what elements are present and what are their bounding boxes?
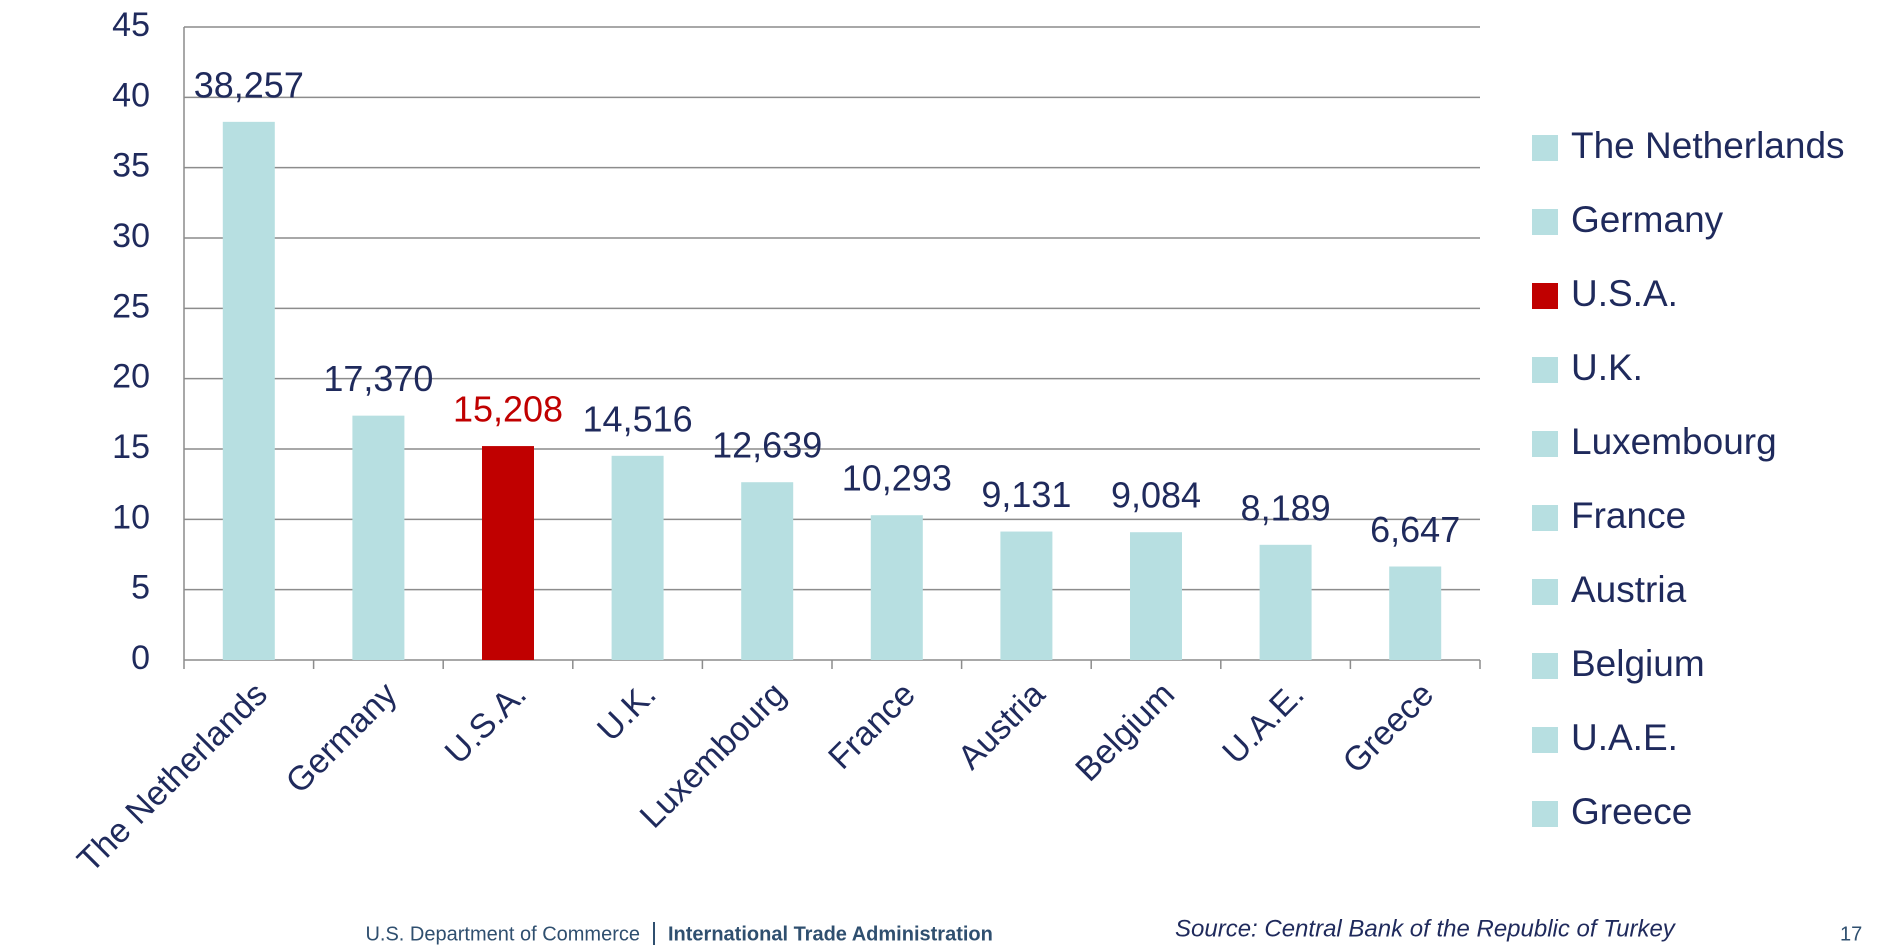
source-note: Source: Central Bank of the Republic of … [1175, 915, 1677, 942]
legend-swatch [1532, 283, 1558, 309]
y-tick-label: 35 [112, 147, 150, 185]
y-tick-label: 10 [112, 498, 150, 536]
value-label: 9,084 [1111, 475, 1201, 516]
x-tick-label: U.K. [590, 675, 664, 749]
bar [1000, 531, 1053, 660]
legend-label: France [1571, 495, 1686, 536]
legend-swatch [1532, 727, 1558, 753]
value-label: 17,370 [323, 358, 433, 399]
bar [741, 482, 794, 660]
legend-label: Greece [1571, 791, 1692, 832]
x-tick-label: Greece [1335, 675, 1441, 781]
legend-label: Belgium [1571, 643, 1705, 684]
y-tick-label: 45 [112, 6, 150, 44]
x-tick-label: Germany [279, 675, 405, 801]
legend-swatch [1532, 505, 1558, 531]
x-tick-label: Belgium [1068, 675, 1182, 789]
legend-label: U.K. [1571, 347, 1643, 388]
legend-label: U.S.A. [1571, 273, 1678, 314]
bar [222, 121, 275, 660]
value-label: 38,257 [194, 64, 304, 105]
y-tick-label: 20 [112, 358, 150, 396]
y-tick-label: 30 [112, 217, 150, 255]
footer-agency: International Trade Administration [668, 923, 993, 945]
legend-label: Austria [1571, 569, 1687, 610]
value-label: 6,647 [1370, 509, 1460, 550]
legend-swatch [1532, 135, 1558, 161]
x-tick-label: U.A.E. [1215, 675, 1311, 771]
footer-department: U.S. Department of Commerce [365, 923, 640, 945]
value-label: 15,208 [453, 389, 563, 430]
y-tick-label: 5 [131, 569, 150, 607]
legend-swatch [1532, 653, 1558, 679]
value-label: 14,516 [583, 398, 693, 439]
legend-swatch [1532, 357, 1558, 383]
legend-swatch [1532, 579, 1558, 605]
legend-label: The Netherlands [1571, 125, 1845, 166]
legend-label: Luxembourg [1571, 421, 1777, 462]
bar [1130, 532, 1182, 660]
y-tick-label: 25 [112, 287, 150, 325]
legend-swatch [1532, 801, 1558, 827]
x-tick-label: Austria [951, 675, 1053, 777]
y-tick-label: 40 [112, 76, 150, 114]
value-label: 12,639 [712, 425, 822, 466]
bar [352, 415, 405, 660]
value-label: 8,189 [1241, 487, 1331, 528]
legend-label: Germany [1571, 199, 1724, 240]
bar [1259, 544, 1312, 660]
bar [870, 515, 923, 660]
legend-label: U.A.E. [1571, 717, 1678, 758]
legend-swatch [1532, 209, 1558, 235]
y-tick-label: 15 [112, 428, 150, 466]
x-tick-label: U.S.A. [438, 675, 534, 771]
bar [1389, 566, 1442, 660]
page-number: 17 [1840, 923, 1862, 945]
x-tick-label: The Netherlands [70, 675, 275, 880]
legend-swatch [1532, 431, 1558, 457]
value-label: 9,131 [981, 474, 1071, 515]
x-tick-label: France [821, 675, 923, 777]
y-tick-label: 0 [131, 639, 150, 677]
bar [482, 446, 534, 660]
bar [611, 455, 664, 660]
value-label: 10,293 [842, 458, 952, 499]
